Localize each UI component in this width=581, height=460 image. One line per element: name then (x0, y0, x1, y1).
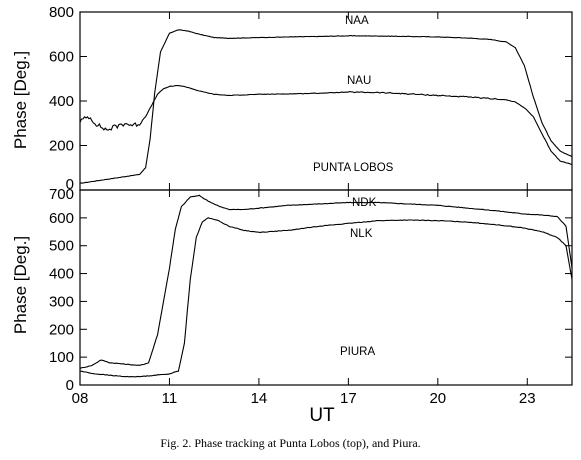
x-tick-label: 11 (162, 390, 178, 407)
top-annotation-punta-lobos: PUNTA LOBOS (313, 162, 394, 174)
top-series-label-naa: NAA (345, 15, 369, 27)
x-axis-label: UT (309, 405, 335, 426)
top-y-tick-label: 400 (49, 93, 74, 110)
bottom-y-tick-label: 100 (49, 349, 74, 366)
bottom-series-lines (79, 194, 573, 378)
x-tick-label: 08 (72, 390, 89, 407)
bottom-y-tick-label: 400 (49, 266, 74, 283)
top-series-line-nau (79, 84, 573, 165)
top-series-label-nau: NAU (347, 75, 371, 87)
bottom-y-axis-label: Phase [Deg.] (11, 236, 30, 334)
bottom-series-label-ndk: NDK (352, 197, 377, 209)
bottom-y-tick-label: 0 (66, 377, 74, 394)
figure-caption: Fig. 2. Phase tracking at Punta Lobos (t… (160, 436, 421, 450)
bottom-y-tick-label: 700 (49, 186, 74, 203)
top-y-ticks: 0 200 400 600 800 (49, 4, 572, 193)
top-panel: 0 200 400 600 800 NAA NAU PUNTA LOBOS Phase … (11, 4, 573, 193)
top-y-axis-label: Phase [Deg.] (11, 51, 30, 149)
bottom-x-ticks: 08 11 14 17 20 23 (72, 190, 536, 407)
top-y-tick-label: 0 (66, 176, 74, 193)
top-y-tick-label: 800 (49, 4, 74, 21)
bottom-y-tick-label: 600 (49, 210, 74, 227)
x-tick-label: 14 (251, 390, 268, 407)
top-series-lines (79, 29, 573, 184)
x-tick-label: 17 (340, 390, 357, 407)
top-y-tick-label: 600 (49, 49, 74, 66)
bottom-plot-frame (79, 189, 573, 386)
bottom-series-line-ndk (79, 194, 573, 369)
bottom-y-tick-label: 200 (49, 321, 74, 338)
x-tick-label: 20 (429, 390, 446, 407)
bottom-y-ticks: 0 100 200 300 400 500 600 700 (49, 186, 572, 394)
x-tick-label: 23 (519, 390, 536, 407)
bottom-y-tick-label: 300 (49, 293, 74, 310)
bottom-annotation-piura: PIURA (340, 346, 375, 358)
top-series-line-naa (79, 29, 573, 184)
bottom-series-line-nlk (79, 217, 573, 378)
bottom-series-label-nlk: NLK (350, 228, 373, 240)
bottom-y-tick-label: 500 (49, 238, 74, 255)
top-y-tick-label: 200 (49, 138, 74, 155)
